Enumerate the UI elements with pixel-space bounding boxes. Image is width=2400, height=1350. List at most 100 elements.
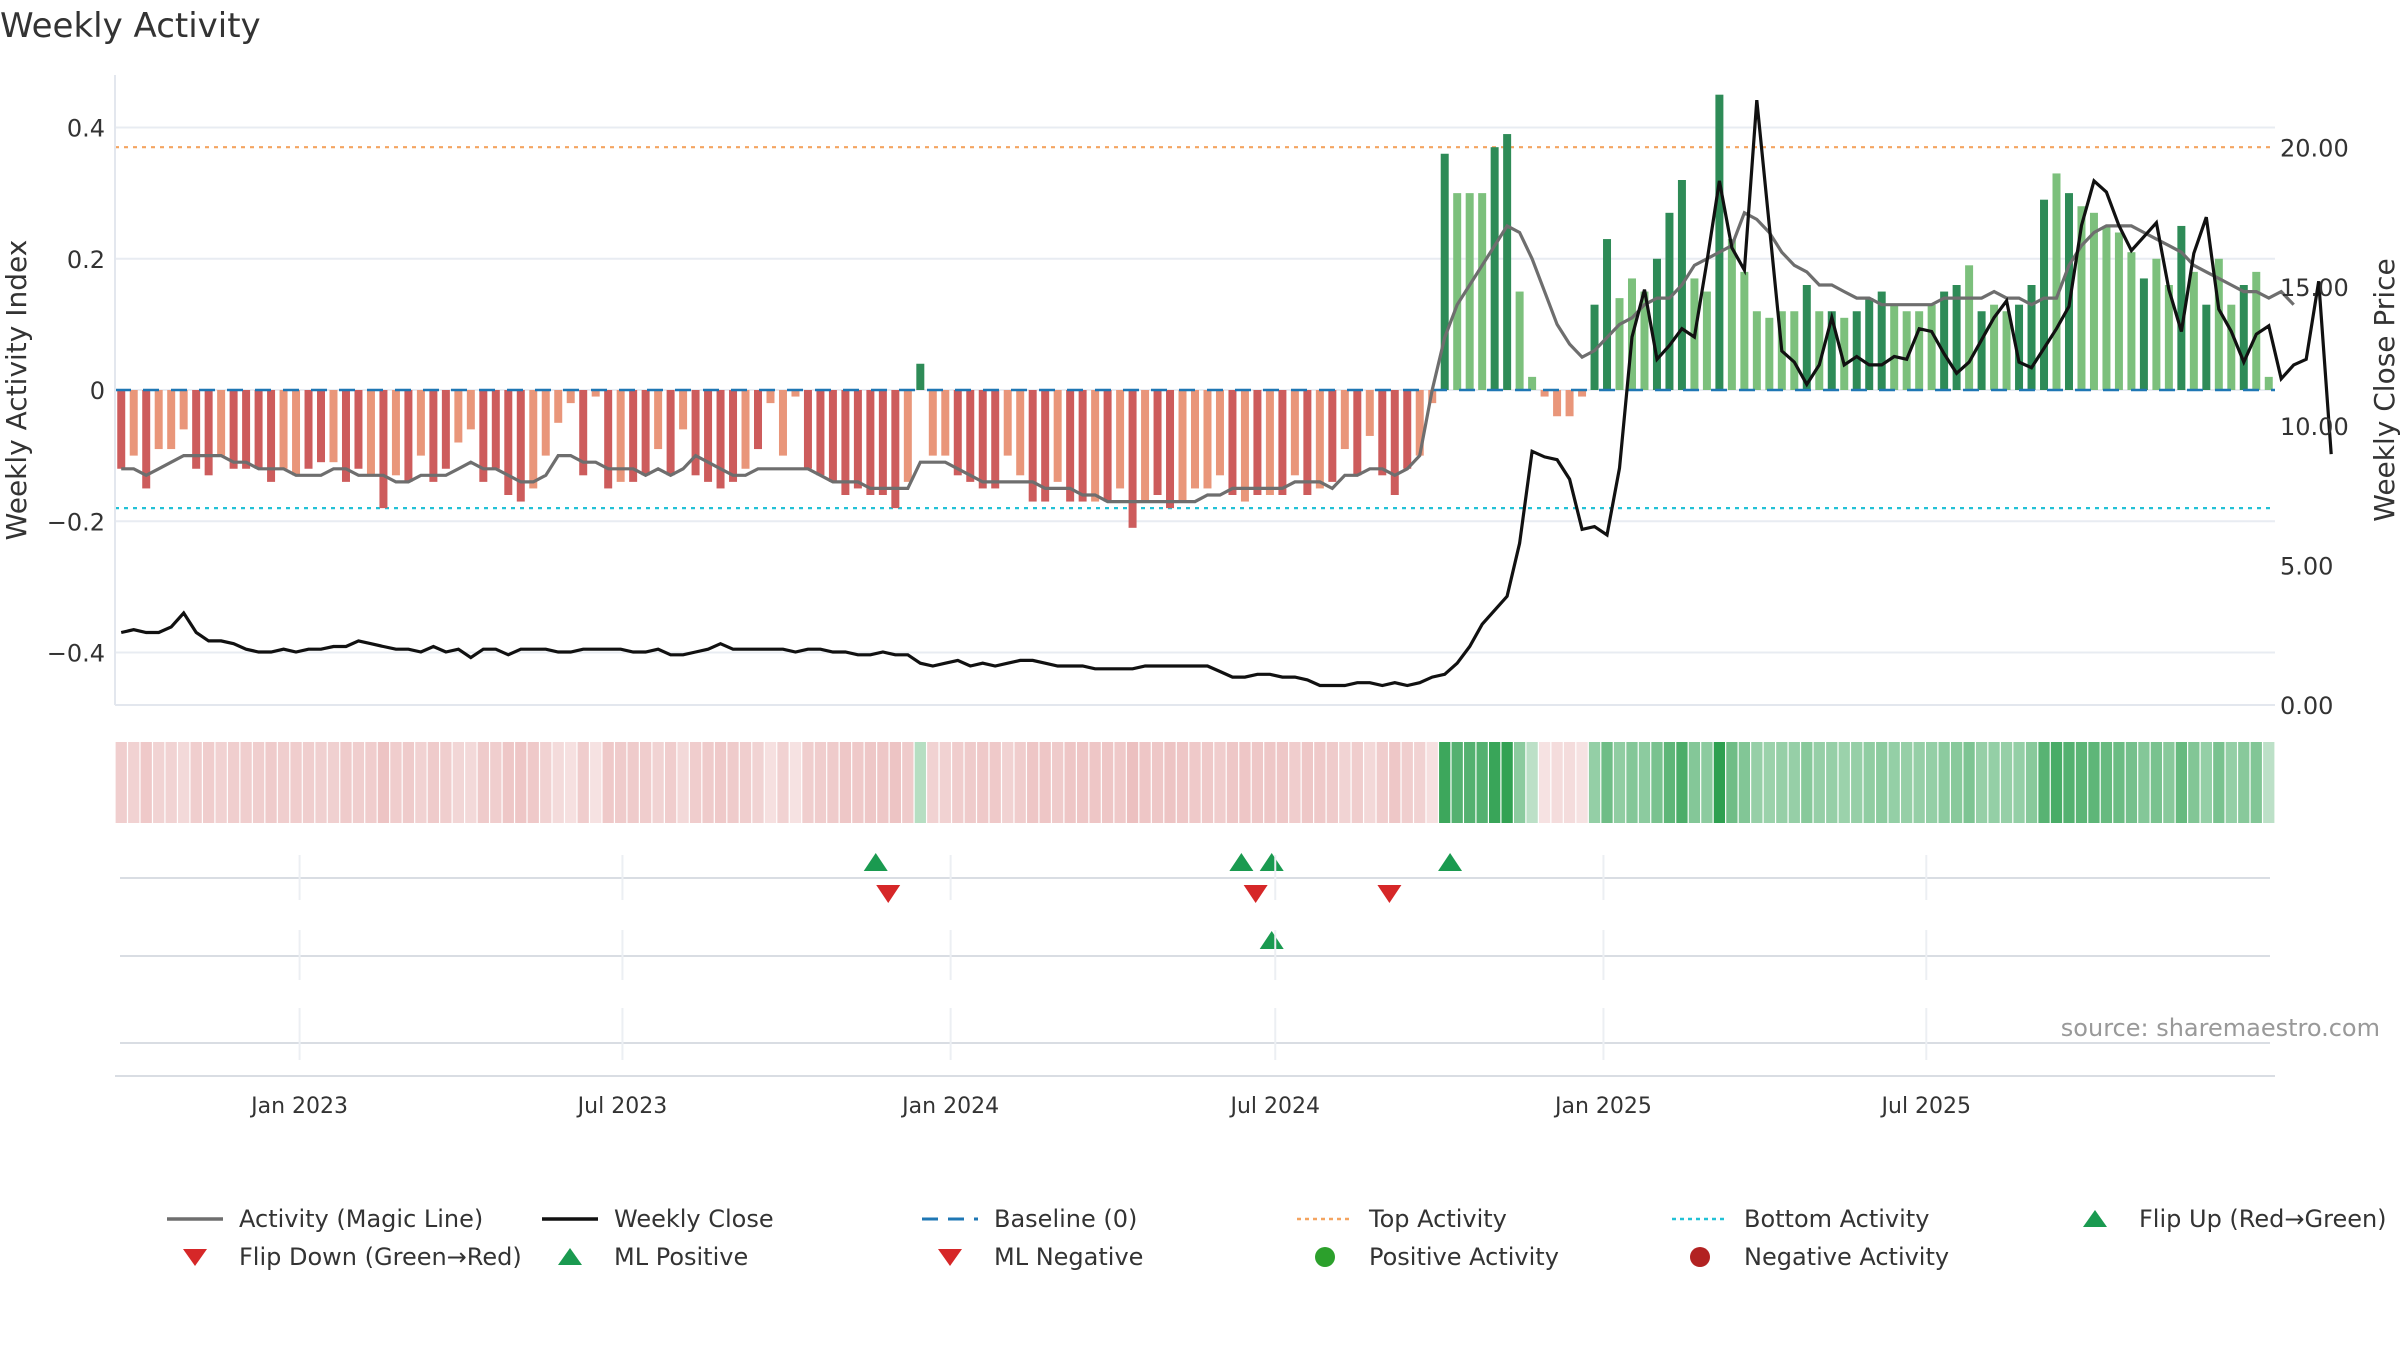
activity-bar xyxy=(1478,193,1487,390)
activity-bar xyxy=(329,390,338,463)
heat-cell xyxy=(340,742,352,823)
activity-bar xyxy=(1990,304,1999,390)
heat-cell xyxy=(752,742,764,823)
heat-cell xyxy=(2175,742,2188,823)
heat-cell xyxy=(252,742,265,823)
legend-label: ML Negative xyxy=(994,1243,1144,1271)
source-watermark: source: sharemaestro.com xyxy=(2060,1014,2380,1042)
activity-bar xyxy=(1740,271,1749,390)
heat-cell xyxy=(140,742,152,823)
activity-bar xyxy=(641,390,650,476)
heat-cell xyxy=(365,742,377,823)
activity-bar xyxy=(416,390,425,456)
activity-bar xyxy=(604,390,613,489)
x-tick-label: Jan 2025 xyxy=(1553,1094,1652,1119)
activity-bar xyxy=(1827,311,1836,390)
heat-cell xyxy=(1052,742,1064,823)
activity-bar xyxy=(1790,311,1799,390)
heat-cell xyxy=(515,742,527,823)
activity-bar xyxy=(541,390,550,456)
flip-up-marker xyxy=(1229,853,1254,871)
activity-bar xyxy=(1303,390,1312,495)
heat-cell xyxy=(2263,742,2275,823)
activity-bar xyxy=(1652,258,1661,390)
activity-bar xyxy=(1840,317,1849,390)
heat-cell xyxy=(1638,742,1651,823)
y2-tick-label: 20.00 xyxy=(2280,134,2349,162)
activity-bar xyxy=(2002,311,2011,390)
activity-bar xyxy=(891,390,900,509)
heat-cell xyxy=(1513,742,1526,823)
x-tick-label: Jul 2025 xyxy=(1880,1094,1972,1119)
heat-cell xyxy=(502,742,514,823)
weekly-close-series xyxy=(120,99,2333,688)
heat-cell xyxy=(1376,742,1388,823)
legend-label: Flip Down (Green→Red) xyxy=(239,1243,522,1271)
heat-cell xyxy=(465,742,477,823)
activity-bar xyxy=(816,390,825,476)
activity-heat-strip xyxy=(115,742,2275,823)
activity-bar xyxy=(479,390,488,482)
heat-cell xyxy=(1688,742,1701,823)
activity-bar xyxy=(2227,304,2236,390)
heat-cell xyxy=(1027,742,1039,823)
activity-bar xyxy=(2114,232,2123,390)
activity-bar xyxy=(916,363,925,390)
activity-bar xyxy=(1852,311,1861,390)
activity-bar xyxy=(928,390,937,456)
heat-cell xyxy=(1613,742,1626,823)
heat-cell xyxy=(1838,742,1850,823)
legend-label: ML Positive xyxy=(614,1243,749,1271)
activity-bar xyxy=(591,390,600,397)
activity-bar xyxy=(1178,390,1187,502)
activity-bar xyxy=(1041,390,1050,502)
activity-bar xyxy=(1590,304,1599,390)
heat-cell xyxy=(602,742,614,823)
activity-bar xyxy=(554,390,563,423)
activity-bar xyxy=(1353,390,1362,476)
activity-bar xyxy=(254,390,263,469)
activity-bar xyxy=(154,390,163,450)
heat-cell xyxy=(952,742,964,823)
heat-cell xyxy=(1551,742,1563,823)
heat-cell xyxy=(664,742,677,823)
heat-cell xyxy=(1926,742,1938,823)
flip-up-marker xyxy=(1259,853,1284,871)
activity-bar xyxy=(1215,390,1224,476)
activity-bar xyxy=(1665,212,1674,390)
activity-bar xyxy=(1715,94,1724,390)
activity-bar xyxy=(341,390,350,482)
magic-line-series xyxy=(121,210,2295,504)
heat-cell xyxy=(2063,742,2075,823)
legend-label: Bottom Activity xyxy=(1744,1205,1930,1233)
activity-bar xyxy=(1702,291,1711,390)
activity-bar xyxy=(1865,298,1874,390)
heat-cell xyxy=(889,742,901,823)
heat-cell xyxy=(777,742,789,823)
activity-bar xyxy=(1403,390,1412,469)
heat-cell xyxy=(1588,742,1601,823)
activity-bar xyxy=(1290,390,1299,476)
activity-bar xyxy=(1265,390,1274,495)
heat-cell xyxy=(1126,742,1139,823)
heat-cell xyxy=(1851,742,1863,823)
heat-cell xyxy=(1064,742,1076,823)
activity-bar xyxy=(1328,390,1337,482)
activity-bar xyxy=(1727,239,1736,390)
activity-bar xyxy=(966,390,975,482)
heat-cell xyxy=(1276,742,1289,823)
activity-bar xyxy=(2177,225,2186,390)
activity-bar xyxy=(1465,193,1474,390)
heat-cell xyxy=(128,742,140,823)
heat-cell xyxy=(2088,742,2100,823)
activity-bar xyxy=(267,390,276,482)
heat-cell xyxy=(1988,742,2000,823)
heat-cell xyxy=(590,742,602,823)
heat-cell xyxy=(527,742,539,823)
activity-bar xyxy=(953,390,962,476)
legend-item: Positive Activity xyxy=(1295,1243,1559,1271)
activity-bar xyxy=(1453,193,1462,390)
dot-cyan-icon xyxy=(1670,1207,1730,1231)
flip-up-marker xyxy=(863,853,888,871)
heat-cell xyxy=(153,742,165,823)
